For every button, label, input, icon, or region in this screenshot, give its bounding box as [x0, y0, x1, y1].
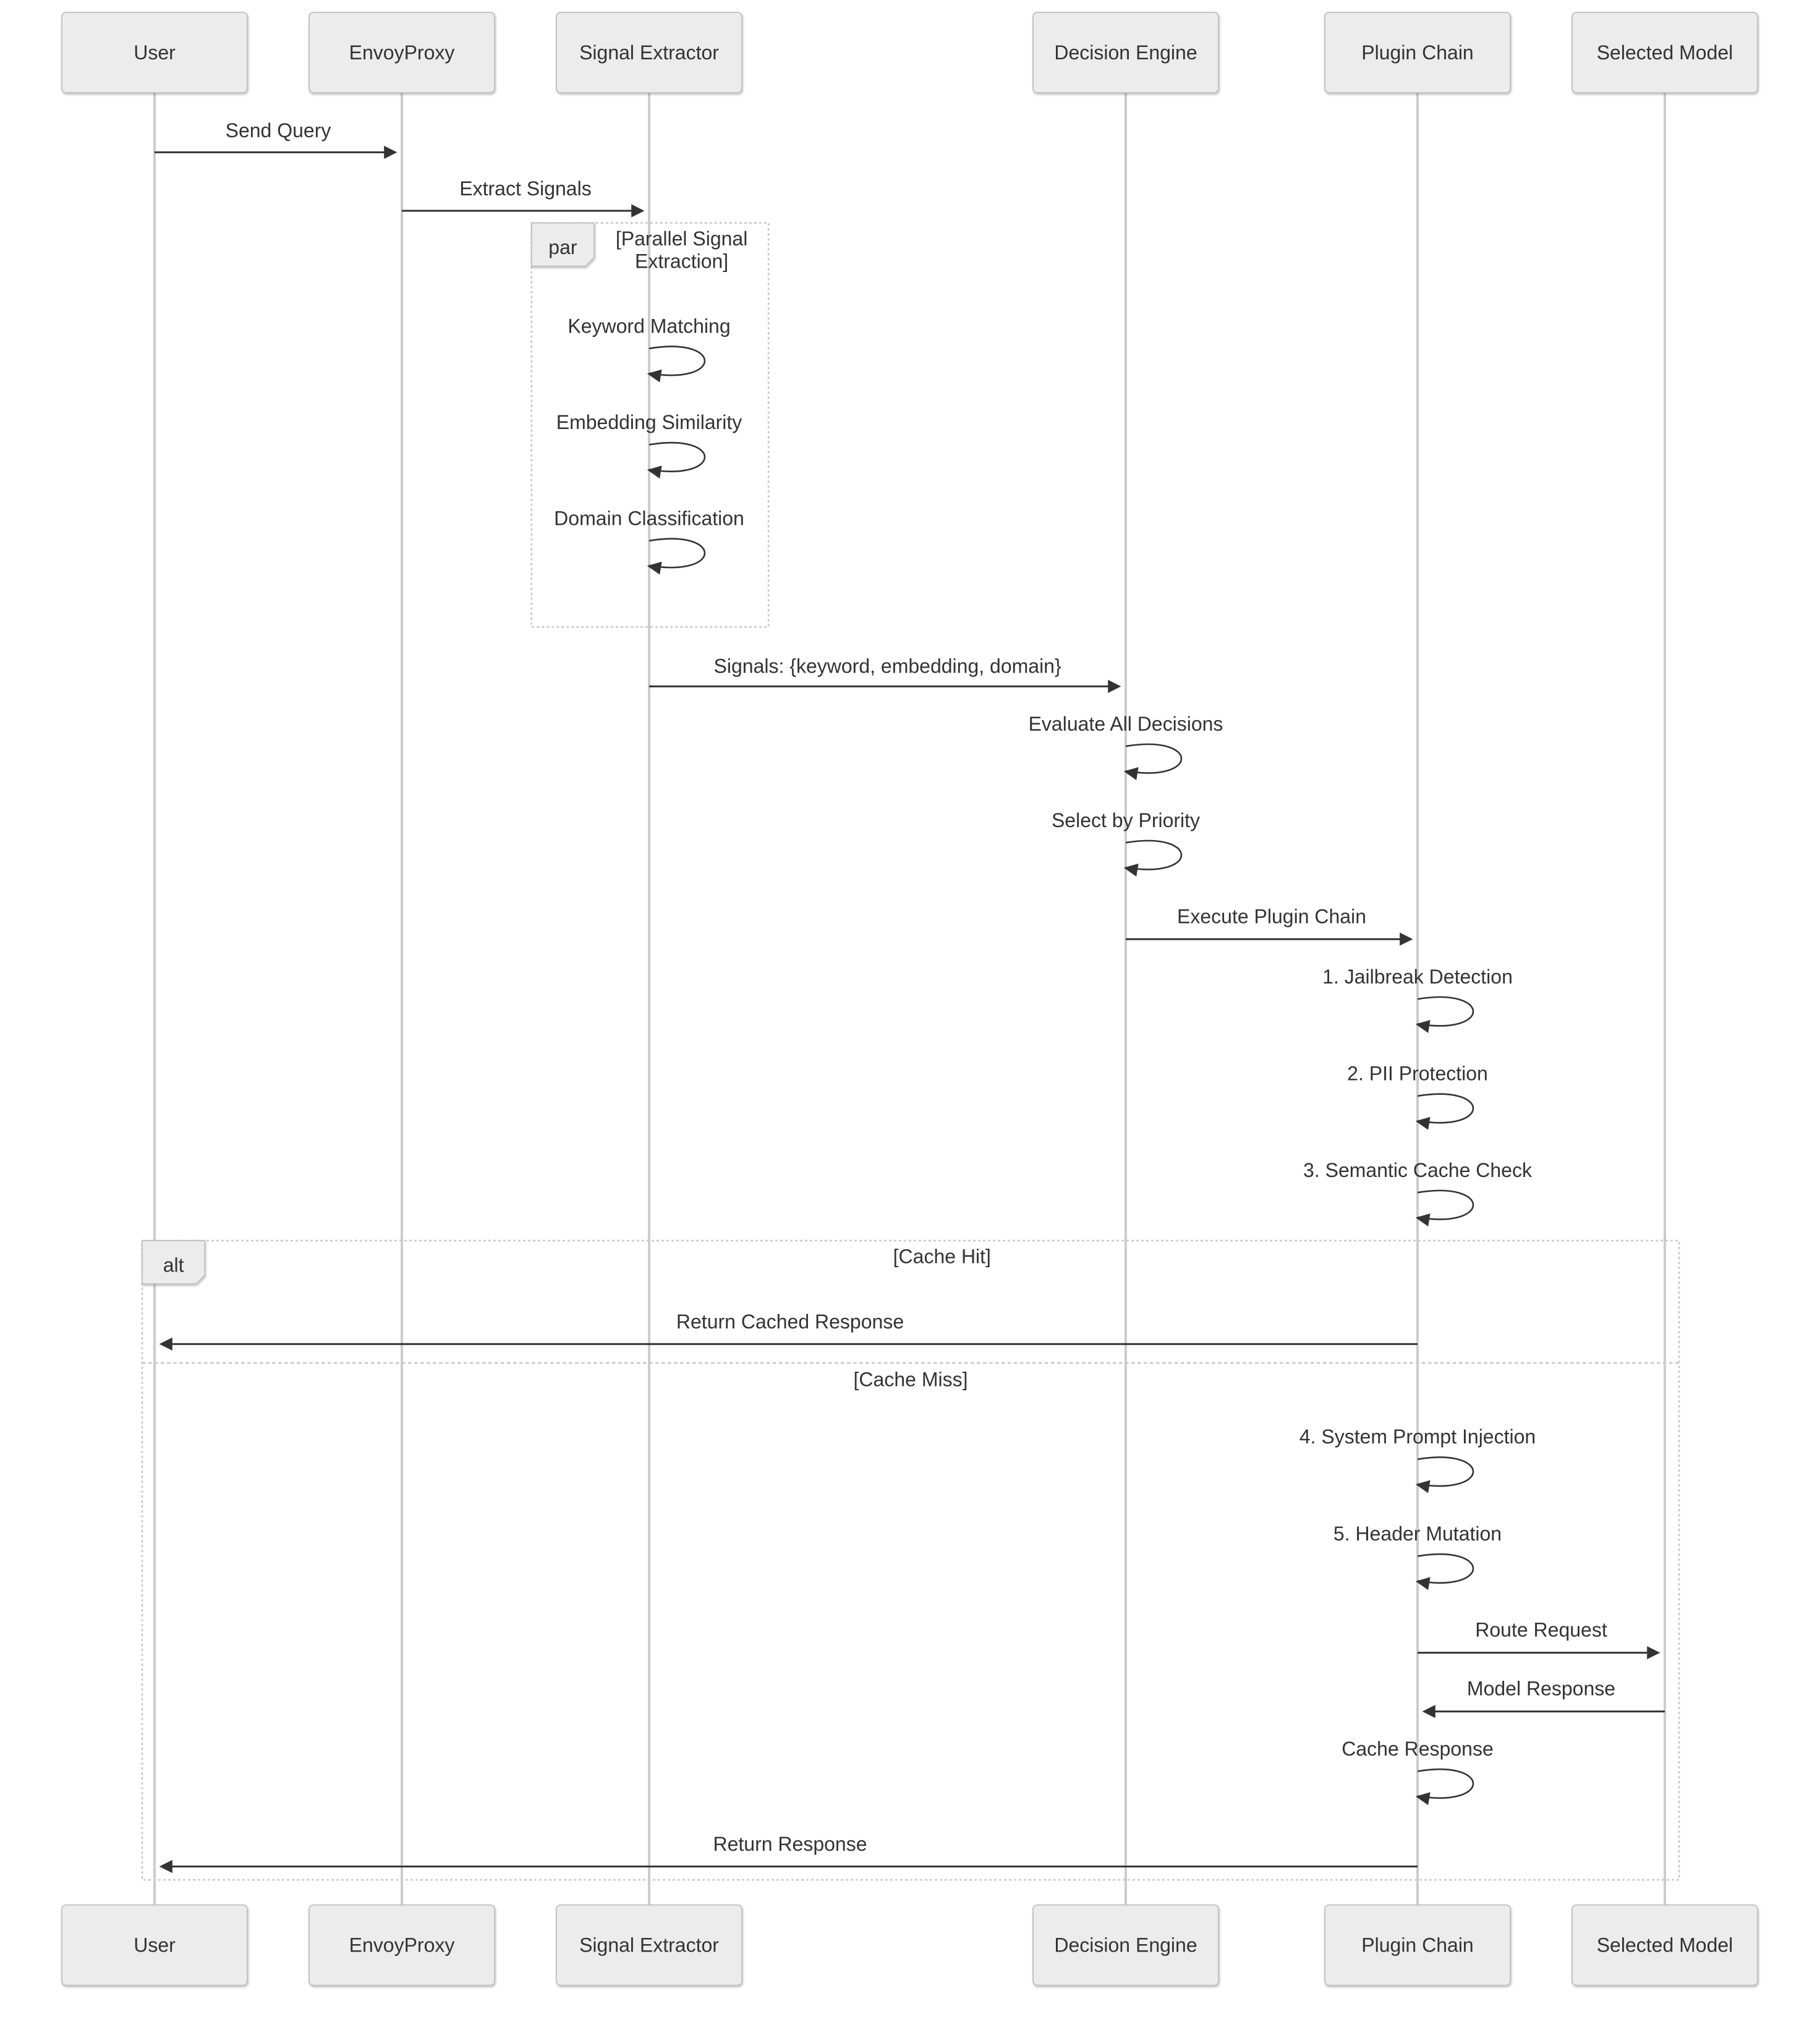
svg-text:Return Cached Response: Return Cached Response	[676, 1311, 904, 1333]
svg-text:Selected Model: Selected Model	[1597, 1934, 1733, 1956]
svg-text:Extraction]: Extraction]	[635, 250, 728, 272]
svg-text:alt: alt	[163, 1254, 184, 1277]
svg-text:Evaluate All Decisions: Evaluate All Decisions	[1029, 713, 1223, 735]
svg-text:[Parallel Signal: [Parallel Signal	[616, 227, 747, 250]
svg-text:Decision Engine: Decision Engine	[1054, 41, 1197, 64]
svg-text:Signal Extractor: Signal Extractor	[579, 1934, 719, 1956]
svg-text:[Cache Miss]: [Cache Miss]	[854, 1368, 968, 1390]
svg-text:Select by Priority: Select by Priority	[1052, 809, 1200, 831]
svg-text:par: par	[548, 236, 577, 258]
svg-text:Signals: {keyword, embedding,: Signals: {keyword, embedding, domain}	[714, 655, 1061, 677]
svg-text:Send Query: Send Query	[226, 119, 331, 142]
svg-text:[Cache Hit]: [Cache Hit]	[893, 1246, 991, 1268]
svg-text:Model Response: Model Response	[1467, 1678, 1615, 1700]
svg-text:Plugin Chain: Plugin Chain	[1361, 1934, 1473, 1956]
svg-text:4. System Prompt Injection: 4. System Prompt Injection	[1299, 1425, 1536, 1448]
svg-text:User: User	[134, 41, 176, 64]
svg-text:Execute Plugin Chain: Execute Plugin Chain	[1177, 906, 1366, 928]
svg-text:Plugin Chain: Plugin Chain	[1361, 41, 1473, 64]
svg-text:5. Header Mutation: 5. Header Mutation	[1333, 1523, 1502, 1545]
svg-text:Keyword Matching: Keyword Matching	[568, 315, 730, 337]
svg-text:2. PII Protection: 2. PII Protection	[1347, 1063, 1488, 1085]
svg-text:Cache Response: Cache Response	[1342, 1738, 1493, 1760]
svg-text:EnvoyProxy: EnvoyProxy	[349, 1934, 455, 1956]
svg-text:Selected Model: Selected Model	[1597, 41, 1733, 64]
svg-text:Signal Extractor: Signal Extractor	[579, 41, 719, 64]
svg-text:Return Response: Return Response	[713, 1833, 867, 1855]
svg-text:Embedding Similarity: Embedding Similarity	[556, 411, 742, 433]
svg-text:User: User	[134, 1934, 176, 1956]
svg-text:EnvoyProxy: EnvoyProxy	[349, 41, 455, 64]
svg-text:Decision Engine: Decision Engine	[1054, 1934, 1197, 1956]
svg-text:Extract Signals: Extract Signals	[459, 177, 591, 200]
svg-text:Route Request: Route Request	[1475, 1618, 1607, 1641]
svg-text:1. Jailbreak Detection: 1. Jailbreak Detection	[1322, 966, 1513, 988]
svg-text:3. Semantic Cache Check: 3. Semantic Cache Check	[1303, 1159, 1533, 1181]
svg-text:Domain Classification: Domain Classification	[554, 507, 744, 529]
